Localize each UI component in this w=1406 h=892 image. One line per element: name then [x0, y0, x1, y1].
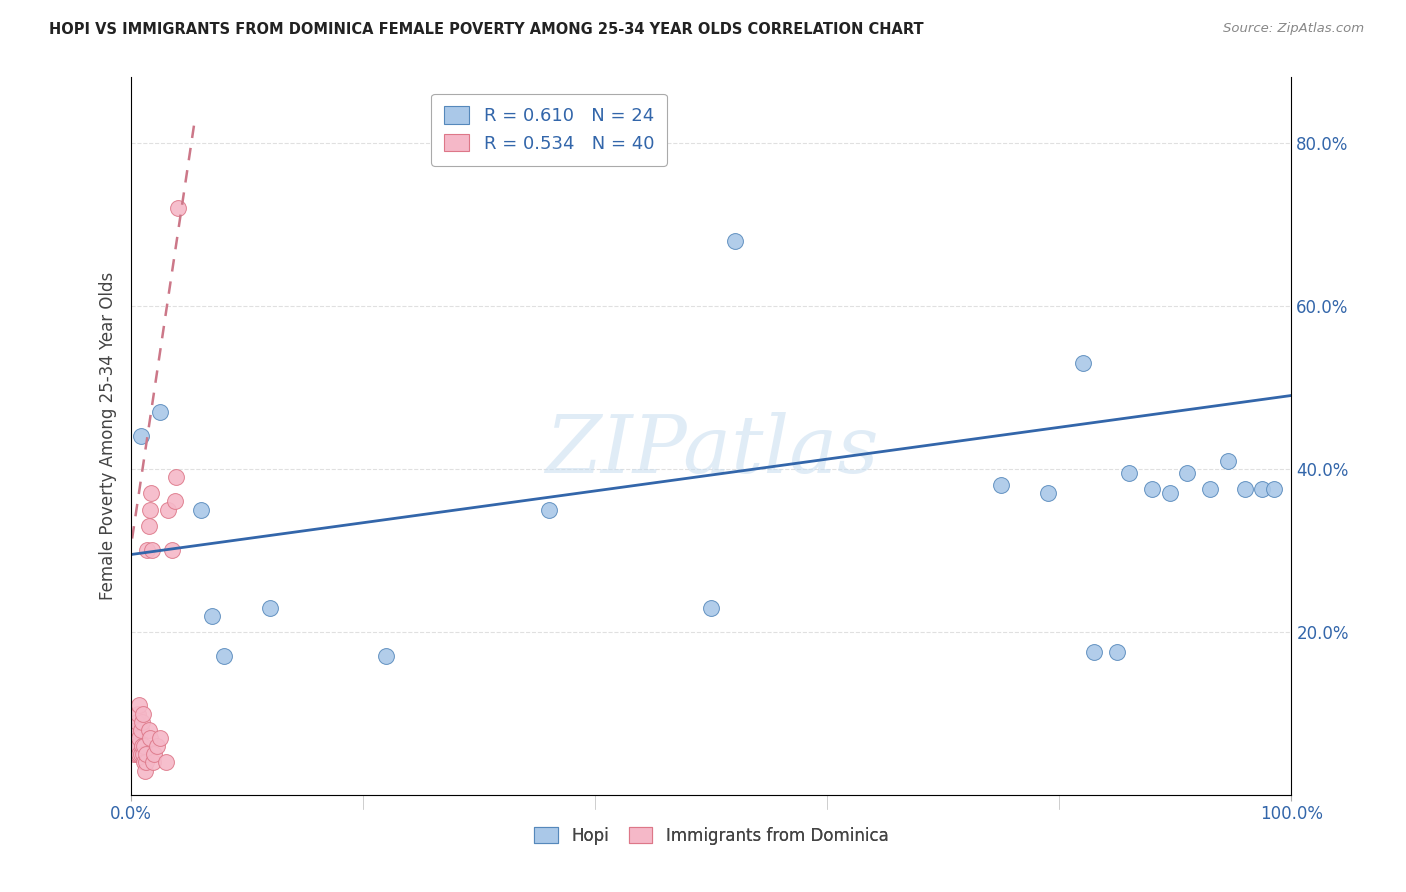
Point	[129, 723, 152, 737]
Point	[375, 649, 398, 664]
Point	[134, 764, 156, 778]
Point	[149, 405, 172, 419]
Point	[157, 502, 180, 516]
Point	[212, 649, 235, 664]
Legend: Hopi, Immigrants from Dominica: Hopi, Immigrants from Dominica	[527, 820, 896, 851]
Point	[125, 747, 148, 762]
Y-axis label: Female Poverty Among 25-34 Year Olds: Female Poverty Among 25-34 Year Olds	[100, 272, 117, 600]
Point	[990, 478, 1012, 492]
Point	[165, 494, 187, 508]
Point	[138, 723, 160, 737]
Point	[128, 698, 150, 713]
Point	[139, 502, 162, 516]
Point	[1159, 486, 1181, 500]
Point	[131, 739, 153, 753]
Point	[125, 714, 148, 729]
Point	[128, 731, 150, 745]
Point	[1175, 466, 1198, 480]
Point	[122, 747, 145, 762]
Point	[146, 739, 169, 753]
Point	[142, 756, 165, 770]
Point	[125, 739, 148, 753]
Point	[132, 739, 155, 753]
Point	[124, 731, 146, 745]
Point	[1199, 482, 1222, 496]
Text: ZIPatlas: ZIPatlas	[544, 412, 879, 490]
Point	[259, 600, 281, 615]
Point	[723, 234, 745, 248]
Point	[537, 502, 560, 516]
Point	[166, 201, 188, 215]
Point	[1036, 486, 1059, 500]
Point	[136, 543, 159, 558]
Point	[132, 747, 155, 762]
Point	[1251, 482, 1274, 496]
Point	[1263, 482, 1285, 496]
Point	[131, 714, 153, 729]
Point	[125, 723, 148, 737]
Text: HOPI VS IMMIGRANTS FROM DOMINICA FEMALE POVERTY AMONG 25-34 YEAR OLDS CORRELATIO: HOPI VS IMMIGRANTS FROM DOMINICA FEMALE …	[49, 22, 924, 37]
Point	[143, 747, 166, 762]
Point	[160, 543, 183, 558]
Point	[201, 608, 224, 623]
Point	[139, 486, 162, 500]
Point	[1234, 482, 1257, 496]
Point	[149, 731, 172, 745]
Point	[166, 470, 188, 484]
Point	[1083, 645, 1105, 659]
Point	[1107, 645, 1129, 659]
Point	[129, 429, 152, 443]
Point	[155, 756, 177, 770]
Point	[135, 747, 157, 762]
Point	[129, 747, 152, 762]
Point	[141, 543, 163, 558]
Point	[138, 519, 160, 533]
Text: Source: ZipAtlas.com: Source: ZipAtlas.com	[1223, 22, 1364, 36]
Point	[135, 756, 157, 770]
Point	[139, 731, 162, 745]
Point	[1071, 356, 1094, 370]
Point	[1142, 482, 1164, 496]
Point	[127, 739, 149, 753]
Point	[124, 739, 146, 753]
Point	[190, 502, 212, 516]
Point	[1216, 453, 1239, 467]
Point	[700, 600, 723, 615]
Point	[132, 706, 155, 721]
Point	[1118, 466, 1140, 480]
Point	[127, 706, 149, 721]
Point	[128, 747, 150, 762]
Point	[132, 756, 155, 770]
